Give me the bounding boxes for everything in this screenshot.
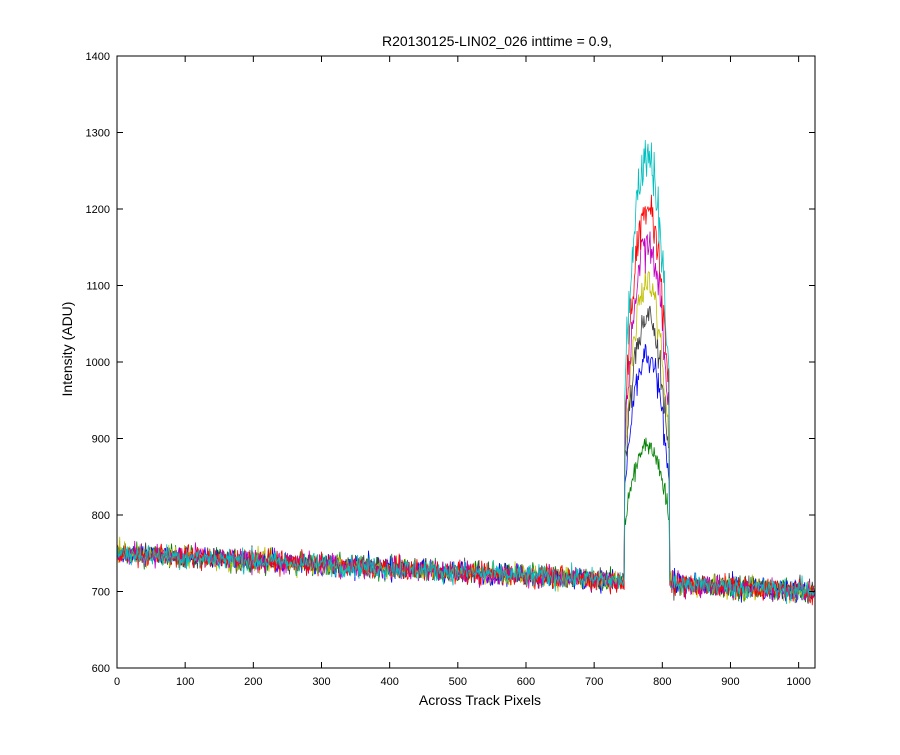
y-tick-label: 1100 bbox=[86, 281, 110, 293]
x-tick-label: 800 bbox=[653, 676, 671, 688]
y-tick-label: 1300 bbox=[86, 128, 110, 140]
x-axis-ticks: 0 100 200 300 400 500 600 700 800 900 1000 bbox=[114, 56, 811, 688]
series-line-7 bbox=[116, 140, 815, 604]
chart-title: R20130125-LIN02_026 inttime = 0.9, bbox=[382, 33, 612, 49]
y-tick-label: 900 bbox=[92, 434, 110, 446]
x-tick-label: 900 bbox=[721, 676, 739, 688]
x-tick-label: 0 bbox=[114, 676, 120, 688]
x-tick-label: 1000 bbox=[786, 676, 810, 688]
y-axis-ticks: 600 700 800 900 1000 1100 1200 1300 1400 bbox=[86, 51, 815, 675]
y-tick-label: 700 bbox=[92, 587, 110, 599]
x-tick-label: 700 bbox=[585, 676, 603, 688]
x-tick-label: 200 bbox=[244, 676, 262, 688]
x-tick-label: 100 bbox=[176, 676, 194, 688]
y-tick-label: 1000 bbox=[86, 357, 110, 369]
y-tick-label: 1200 bbox=[86, 204, 110, 216]
plot-series bbox=[116, 140, 815, 606]
x-tick-label: 600 bbox=[517, 676, 535, 688]
x-tick-label: 500 bbox=[449, 676, 467, 688]
y-tick-label: 1400 bbox=[86, 51, 110, 63]
y-tick-label: 600 bbox=[92, 663, 110, 675]
x-tick-label: 400 bbox=[380, 676, 398, 688]
x-tick-label: 300 bbox=[312, 676, 330, 688]
x-axis-label: Across Track Pixels bbox=[419, 692, 541, 708]
y-tick-label: 800 bbox=[92, 510, 110, 522]
y-axis-label: Intensity (ADU) bbox=[59, 302, 75, 397]
